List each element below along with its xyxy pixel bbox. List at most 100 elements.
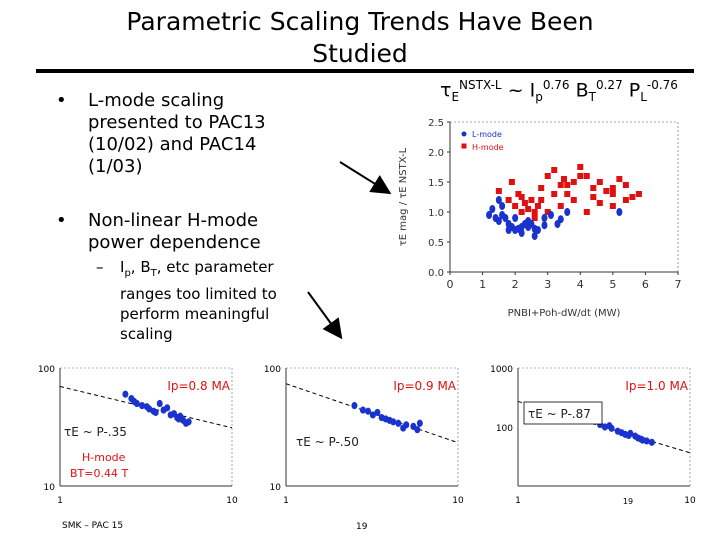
log-y-tick-label: 100 — [264, 365, 281, 375]
log-data-point — [625, 431, 632, 440]
fit-annotation: τE ~ P-.50 — [296, 435, 359, 449]
hmode-point — [583, 209, 590, 215]
arrow-to-log-plots — [307, 291, 343, 340]
hmode-point — [609, 185, 616, 191]
bullet1-line: (10/02) and PAC14 — [88, 134, 257, 155]
title-line-2: Studied — [312, 39, 408, 68]
lmode-point — [616, 208, 623, 216]
log-y-tick-label: 10 — [270, 483, 282, 493]
log-y-tick-label: 10 — [44, 483, 56, 493]
ip-annotation: Ip=0.8 MA — [167, 379, 230, 393]
hmode-point — [551, 167, 558, 173]
log-data-point — [182, 419, 189, 427]
formula-ip: ~ I — [501, 79, 536, 102]
main-x-tick-label: 1 — [479, 278, 486, 291]
log-data-point — [156, 399, 163, 408]
bullet-lmode-scaling: • L-mode scaling presented to PAC13 (10/… — [56, 90, 266, 178]
main-x-tick-label: 6 — [642, 278, 649, 291]
hmode-point — [505, 197, 512, 203]
log-x-tick-label: 10 — [452, 496, 464, 506]
log-fit-line — [59, 386, 233, 429]
lmode-point — [489, 205, 496, 213]
lmode-point — [499, 202, 506, 210]
log-data-point — [143, 403, 150, 411]
hmode-point — [583, 173, 590, 179]
main-y-tick-label: 0.0 — [428, 268, 444, 279]
hmode-point — [538, 185, 545, 191]
legend-hmode-label: H-mode — [472, 143, 504, 152]
log-data-point — [374, 408, 381, 417]
hmode-point — [570, 197, 577, 203]
hmode-point — [518, 209, 525, 215]
hmode-point — [564, 191, 571, 197]
formula-sup-label: NSTX-L — [459, 78, 502, 92]
sub-bullet-line: Ip, BT, etc parameter — [120, 257, 277, 284]
sub-text-rest: , etc parameter — [156, 258, 274, 276]
hmode-point — [603, 188, 610, 194]
title-line-1: Parametric Scaling Trends Have Been — [126, 7, 594, 36]
log-chart-ip-1-0: 1 10 100 1000 Ip=1.0 MA τE ~ P-.87 19 — [490, 365, 696, 506]
formula-b: B — [569, 79, 589, 102]
hmode-point — [534, 203, 541, 209]
bt-annotation: BT=0.44 T — [70, 467, 128, 480]
formula-sub-l: L — [640, 90, 647, 105]
main-x-tick-label: 0 — [447, 278, 454, 291]
log-fit-line — [285, 383, 459, 444]
log-data-point — [170, 410, 177, 418]
main-x-tick-label: 4 — [577, 278, 584, 291]
log-data-point — [606, 422, 613, 430]
lmode-point — [495, 196, 502, 204]
log-x-tick-label: 1 — [57, 496, 63, 506]
hmode-point — [557, 203, 564, 209]
hmode-point — [590, 194, 597, 200]
hmode-point — [521, 200, 528, 206]
lmode-point — [512, 214, 519, 222]
bullet1-line: (1/03) — [88, 156, 143, 177]
legend-lmode-label: L-mode — [472, 130, 502, 139]
sub-bullet-parameter-ranges: – Ip, BT, etc parameter ranges too limit… — [96, 257, 277, 344]
hmode-point — [531, 209, 538, 215]
main-y-tick-label: 2.5 — [428, 118, 444, 129]
main-y-axis-label: τE mag / τE NSTX-L — [398, 147, 409, 246]
sub-text-t: T — [150, 268, 157, 279]
bullet2-line: Non-linear H-mode — [88, 210, 259, 231]
formula-p: P — [622, 79, 641, 102]
main-x-tick-label: 7 — [675, 278, 682, 291]
hmode-point — [622, 197, 629, 203]
footer-page-center: 19 — [356, 522, 368, 532]
log-data-point — [382, 415, 389, 423]
log-y-tick-label: 100 — [38, 365, 55, 375]
lmode-point — [499, 211, 506, 219]
hmode-point — [596, 200, 603, 206]
sub-text-p: p — [124, 268, 131, 279]
log-x-tick-label: 1 — [283, 496, 289, 506]
slide-title: Parametric Scaling Trends Have Been Stud… — [60, 6, 660, 70]
log-data-point — [400, 424, 407, 432]
sub-text-b: , B — [130, 258, 151, 276]
lmode-point — [505, 226, 512, 234]
hmode-point — [622, 182, 629, 188]
hmode-point — [544, 173, 551, 179]
scaling-formula: τENSTX-L ~ Ip0.76 BT0.27 PL-0.76 — [440, 78, 678, 104]
lmode-point — [531, 232, 538, 240]
lmode-point — [557, 215, 564, 224]
formula-sup-ip: 0.76 — [542, 78, 570, 92]
arrow-to-main-plot — [339, 161, 392, 195]
fit-annotation: τE ~ P-.87 — [528, 407, 591, 421]
fit-annotation-box — [523, 401, 603, 425]
log-data-point — [139, 402, 146, 410]
hmode-point — [518, 194, 525, 200]
log-y-tick-label: 1000 — [490, 365, 513, 375]
log-data-point — [395, 419, 402, 427]
sub-bullet-dash: – — [96, 258, 104, 276]
sub-bullet-line: perform meaningful — [120, 305, 270, 323]
sub-bullet-line: ranges too limited to — [120, 285, 277, 303]
bullet-hmode-power: • Non-linear H-mode power dependence — [56, 210, 261, 254]
log-x-tick-label: 10 — [226, 496, 238, 506]
hmode-point — [577, 173, 584, 179]
log-data-point — [365, 407, 372, 415]
footer-left: SMK – PAC 15 — [62, 521, 124, 531]
